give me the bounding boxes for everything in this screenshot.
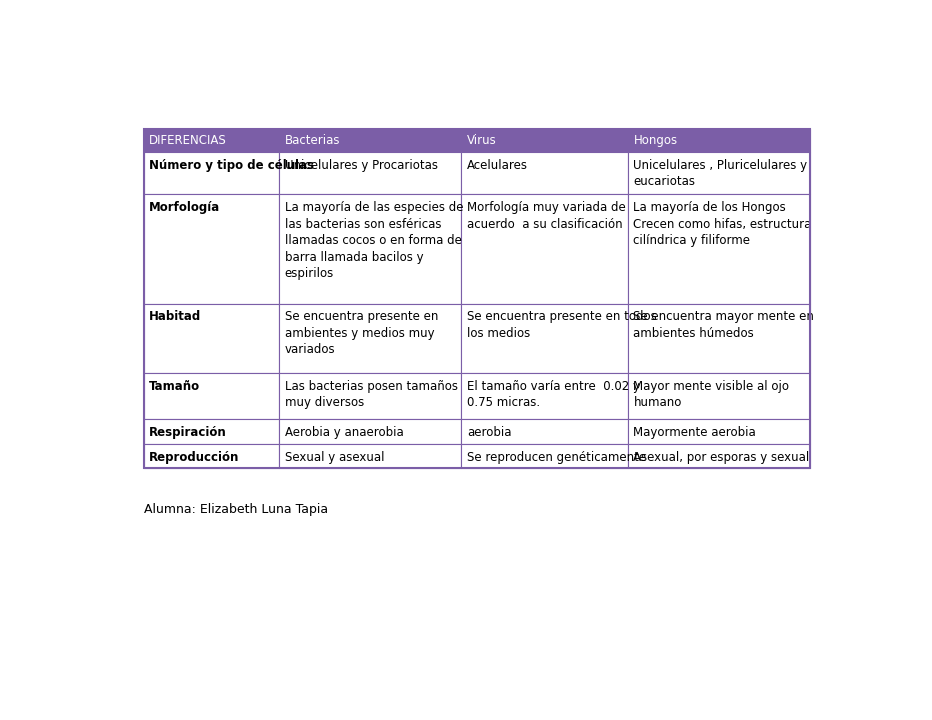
Text: Morfología muy variada de
acuerdo  a su clasificación: Morfología muy variada de acuerdo a su c…	[467, 201, 625, 230]
Bar	[144, 129, 280, 152]
Text: Bacterias: Bacterias	[284, 134, 340, 147]
Text: DIFERENCIAS: DIFERENCIAS	[149, 134, 226, 147]
Bar	[628, 152, 810, 194]
Text: Se encuentra presente en todos
los medios: Se encuentra presente en todos los medio…	[467, 310, 656, 340]
Bar	[280, 194, 461, 304]
Bar	[280, 419, 461, 444]
Text: aerobia: aerobia	[467, 426, 512, 439]
Bar	[461, 129, 628, 152]
Bar	[628, 419, 810, 444]
Text: La mayoría de las especies de
las bacterias son esféricas
llamadas cocos o en fo: La mayoría de las especies de las bacter…	[284, 201, 463, 280]
Text: Habitad: Habitad	[149, 310, 201, 323]
Text: Sexual y asexual: Sexual y asexual	[284, 451, 384, 464]
Text: La mayoría de los Hongos
Crecen como hifas, estructura
cilíndrica y filiforme: La mayoría de los Hongos Crecen como hif…	[634, 201, 812, 247]
Bar	[628, 373, 810, 419]
Bar	[144, 373, 280, 419]
Bar	[144, 152, 280, 194]
Text: Se encuentra presente en
ambientes y medios muy
variados: Se encuentra presente en ambientes y med…	[284, 310, 438, 356]
Bar	[280, 444, 461, 468]
Text: Se reproducen genéticamente: Se reproducen genéticamente	[467, 451, 646, 464]
Text: Aerobia y anaerobia: Aerobia y anaerobia	[284, 426, 404, 439]
Text: Virus: Virus	[467, 134, 497, 147]
Bar	[628, 129, 810, 152]
Bar	[144, 444, 280, 468]
Bar	[628, 194, 810, 304]
Text: Respiración: Respiración	[149, 426, 226, 439]
Text: Unicelulares , Pluricelulares y
eucariotas: Unicelulares , Pluricelulares y eucariot…	[634, 159, 807, 188]
Text: Morfología: Morfología	[149, 201, 220, 214]
Bar	[144, 419, 280, 444]
Bar	[280, 152, 461, 194]
Bar	[461, 373, 628, 419]
Bar	[461, 304, 628, 373]
Text: Acelulares: Acelulares	[467, 159, 528, 172]
Bar	[280, 304, 461, 373]
Text: Se encuentra mayor mente en
ambientes húmedos: Se encuentra mayor mente en ambientes hú…	[634, 310, 815, 340]
Bar	[461, 444, 628, 468]
Text: Reproducción: Reproducción	[149, 451, 240, 464]
Text: Tamaño: Tamaño	[149, 379, 200, 393]
Text: Mayormente aerobia: Mayormente aerobia	[634, 426, 756, 439]
Bar	[461, 152, 628, 194]
Text: Unicelulares y Procariotas: Unicelulares y Procariotas	[284, 159, 438, 172]
Bar	[144, 304, 280, 373]
Bar	[280, 373, 461, 419]
Text: Mayor mente visible al ojo
humano: Mayor mente visible al ojo humano	[634, 379, 789, 409]
Text: Alumna: Elizabeth Luna Tapia: Alumna: Elizabeth Luna Tapia	[144, 503, 328, 516]
Bar	[280, 129, 461, 152]
Text: El tamaño varía entre  0.02 y
0.75 micras.: El tamaño varía entre 0.02 y 0.75 micras…	[467, 379, 639, 409]
Bar	[461, 419, 628, 444]
Bar	[628, 304, 810, 373]
Text: Asexual, por esporas y sexual: Asexual, por esporas y sexual	[634, 451, 810, 464]
Bar	[628, 444, 810, 468]
Bar	[461, 194, 628, 304]
Text: Las bacterias posen tamaños
muy diversos: Las bacterias posen tamaños muy diversos	[284, 379, 458, 409]
Bar	[144, 194, 280, 304]
Bar	[144, 129, 810, 468]
Text: Número y tipo de células: Número y tipo de células	[149, 159, 314, 172]
Text: Hongos: Hongos	[634, 134, 678, 147]
